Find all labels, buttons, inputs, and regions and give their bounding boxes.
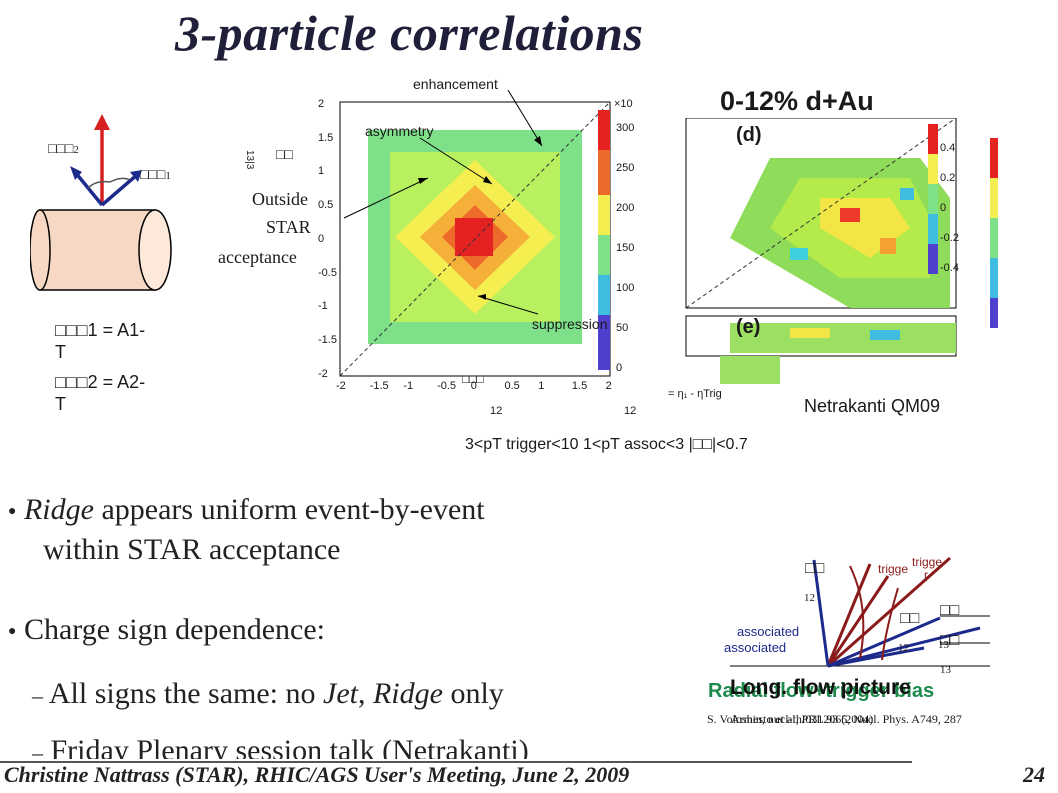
cylinder-end-right xyxy=(138,209,172,291)
phi2-label: □□□2 xyxy=(48,142,79,157)
trigger-label-r: r xyxy=(924,568,928,582)
trigger-label-1: trigge xyxy=(878,562,909,576)
annotation-suppression: suppression xyxy=(532,316,608,332)
tick-label: -0.4 xyxy=(940,262,959,274)
credit-label: Netrakanti QM09 xyxy=(804,396,941,416)
cylinder-diagram xyxy=(30,114,172,291)
outside-label: Outside xyxy=(252,189,308,209)
tick-label: -0.5 xyxy=(318,266,337,279)
tick-label: 2 xyxy=(318,98,325,110)
center-correlation-plot xyxy=(339,90,611,377)
footer-text: Christine Nattrass (STAR), RHIC/AGS User… xyxy=(4,762,630,787)
tick-label: -0.2 xyxy=(940,232,959,244)
tick-label: 0 xyxy=(318,232,325,245)
assoc-arrow-1 xyxy=(73,170,104,207)
tick-label: 0.5 xyxy=(318,199,334,212)
angle-glyph-2: □□ xyxy=(900,610,920,627)
tick-label: -1 xyxy=(318,300,328,313)
sub-bullet-2: – Friday Plenary session talk (Netrakant… xyxy=(32,734,529,759)
tick-label: 2 xyxy=(605,380,612,392)
right-correlation-plot xyxy=(685,118,998,384)
trigger-label-2: trigge xyxy=(912,555,943,569)
slide-title: 3-particle correlations xyxy=(175,5,644,61)
annotation-asymmetry: asymmetry xyxy=(365,123,434,139)
tick-label: 300 xyxy=(616,122,635,134)
angle-glyph-3: □□ xyxy=(940,602,960,619)
tick-label: 0 xyxy=(940,202,947,214)
reference-1: S. Voloshin, nucl-th/0312065, Nucl. Phys… xyxy=(707,712,962,726)
tick-label: 200 xyxy=(616,202,635,214)
side-axis-glyph: □□ xyxy=(276,146,293,162)
star-label: STAR xyxy=(266,217,311,237)
tick-label: 250 xyxy=(616,162,635,174)
phi1-definition: □□□1 = A1- xyxy=(55,320,146,340)
eta-formula: = η₁ - ηTrig xyxy=(668,388,722,400)
bullet-1-cont: within STAR acceptance xyxy=(43,533,341,566)
side-axis-label: 13|3 xyxy=(244,150,255,170)
tick-label: 1 xyxy=(318,165,325,178)
tick-label: -2 xyxy=(336,380,346,392)
angle-glyph-1: □□ xyxy=(805,560,825,577)
x-axis-glyph: □□□ xyxy=(462,372,484,386)
tick-label: 0.2 xyxy=(940,172,956,184)
tick-label: -1.5 xyxy=(318,333,337,346)
radial-flow-label: Radial flow+trigger bias xyxy=(708,680,935,702)
tick-label: 1.5 xyxy=(318,131,334,144)
diagram-n13b: 13 xyxy=(940,664,951,676)
tick-label: -2 xyxy=(318,367,328,380)
tick-label: 0.4 xyxy=(940,142,956,154)
tick-label: 0 xyxy=(616,362,623,374)
diagram-n12b: 12 xyxy=(898,642,909,654)
acceptance-label: acceptance xyxy=(218,247,297,267)
x-axis-sub-b: 12 xyxy=(624,405,637,417)
assoc-arrow-2 xyxy=(100,172,140,207)
cylinder-end-left xyxy=(30,209,51,291)
tick-label: 1 xyxy=(538,380,545,392)
flow-diagram xyxy=(730,556,990,668)
page-number: 24 xyxy=(1023,762,1045,787)
tick-label: 150 xyxy=(616,242,635,254)
phi2-definition: □□□2 = A2- xyxy=(55,372,146,392)
diagram-n12a: 12 xyxy=(804,592,815,604)
tick-label: 0 xyxy=(470,380,477,392)
cylinder-body xyxy=(39,209,156,291)
kinematic-cuts: 3<pT trigger<10 1<pT assoc<3 |□□|<0.7 xyxy=(465,436,748,453)
bullet-1: ● Ridge appears uniform event-by-event xyxy=(8,493,485,526)
angle-glyph-4: □□ xyxy=(940,632,960,649)
panel-d-label: (d) xyxy=(736,124,762,146)
tick-label: 100 xyxy=(616,282,635,294)
right-plot-title: 0-12% d+Au xyxy=(720,86,874,116)
colorbar-multiplier: ×10 xyxy=(614,98,633,110)
tick-label: -1 xyxy=(403,380,414,392)
long-flow-label: Long. flow picture xyxy=(730,676,911,699)
tick-label: 1.5 xyxy=(571,380,588,392)
tick-label: 50 xyxy=(616,322,629,334)
footer-rule xyxy=(0,761,912,763)
tick-label: -1.5 xyxy=(369,380,389,392)
phi2-definition-t: T xyxy=(55,394,66,414)
tick-label: -0.5 xyxy=(437,380,457,392)
annotation-enhancement: enhancement xyxy=(413,76,498,92)
phi1-label: □□□1 xyxy=(140,168,171,183)
associated-label-1: associated xyxy=(737,624,800,639)
phi1-definition-t: T xyxy=(55,342,66,362)
sub-bullet-1: – All signs the same: no Jet, Ridge only xyxy=(32,677,504,710)
diagram-n13a: 13 xyxy=(938,639,949,651)
associated-label-2: associated xyxy=(724,640,787,655)
tick-label: 0.5 xyxy=(504,380,520,392)
reference-2: Armesto et al, PRL 93 (2004) xyxy=(731,712,874,726)
x-axis-sub-a: 12 xyxy=(490,405,503,417)
panel-e-label: (e) xyxy=(736,316,761,338)
bullet-2: ● Charge sign dependence: xyxy=(8,613,325,646)
